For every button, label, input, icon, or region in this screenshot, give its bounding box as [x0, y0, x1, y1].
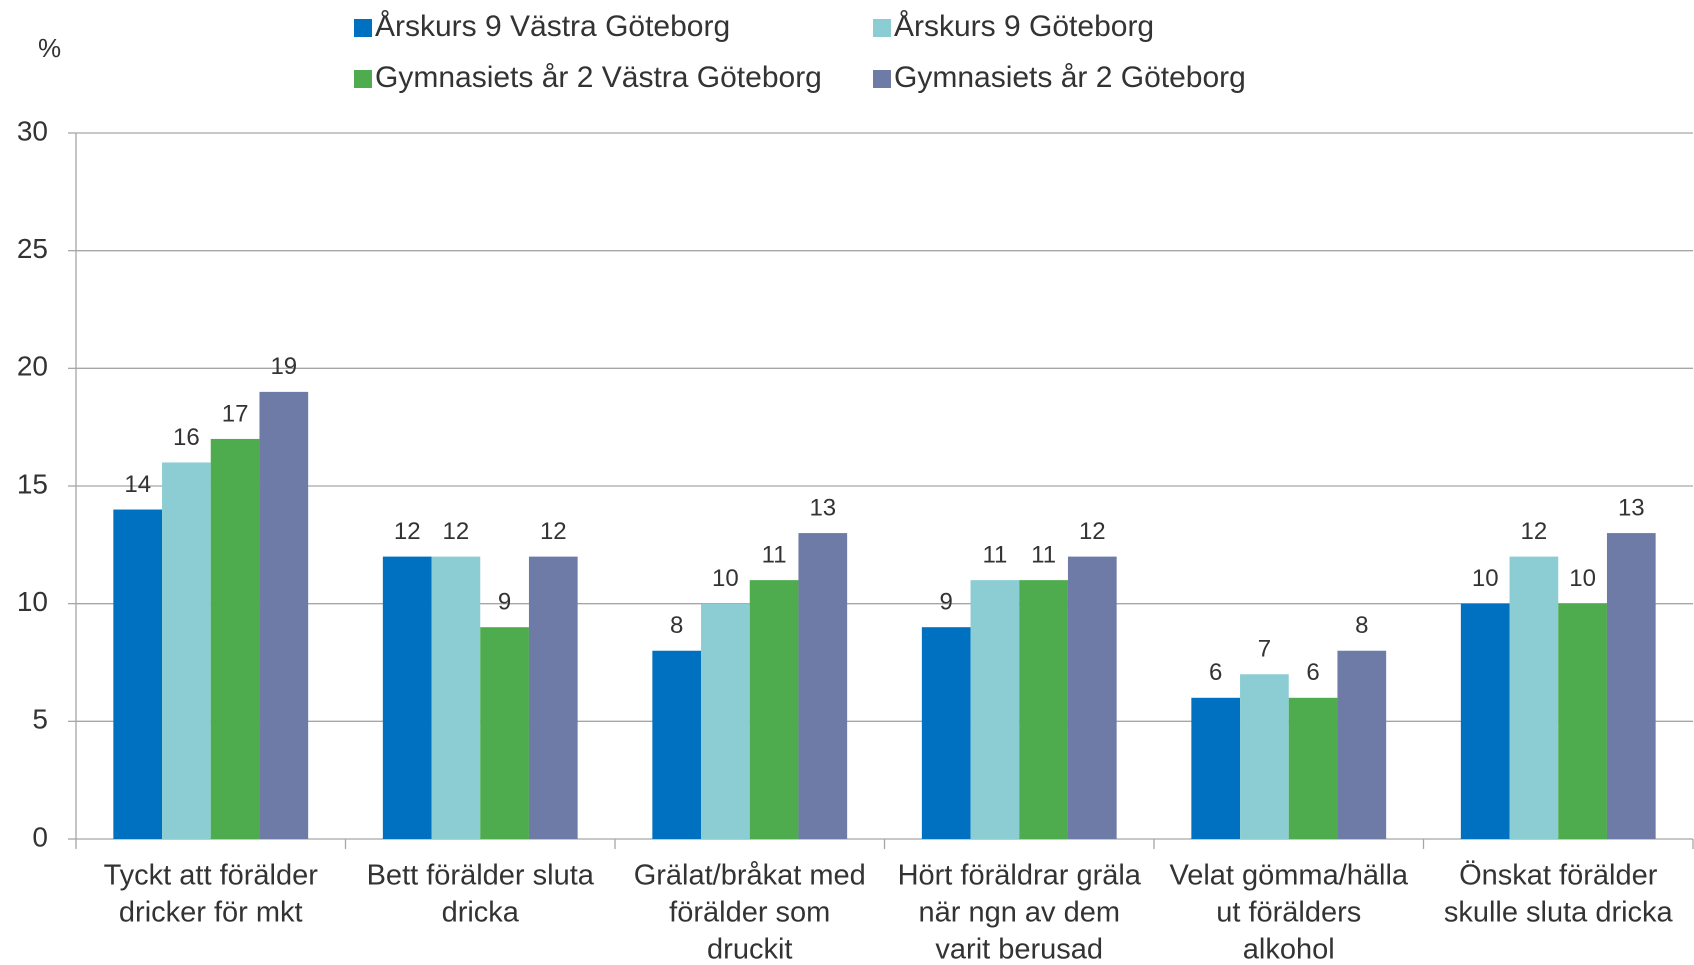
bar [1509, 556, 1559, 839]
legend-swatch [873, 70, 891, 88]
data-label: 14 [124, 471, 151, 498]
data-label: 8 [1355, 612, 1368, 639]
data-label: 9 [940, 589, 953, 616]
data-label: 6 [1306, 659, 1319, 686]
bar [652, 650, 702, 839]
data-label: 12 [394, 518, 421, 545]
legend-swatch [873, 19, 891, 37]
data-label: 11 [762, 541, 787, 568]
x-tick-label: Tyckt att förälder [104, 860, 319, 892]
bar [1240, 674, 1289, 839]
x-tick-label: varit berusad [935, 934, 1103, 965]
bar [749, 580, 799, 839]
bar [1606, 533, 1656, 839]
x-tick-label: Grälat/bråkat med [634, 860, 866, 892]
legend-label: Årskurs 9 Göteborg [894, 10, 1154, 43]
data-label: 12 [443, 518, 470, 545]
bar [1460, 603, 1510, 839]
legend-swatch [354, 19, 372, 37]
data-label: 9 [498, 589, 511, 616]
bar [1337, 650, 1387, 839]
y-tick-label: 30 [17, 115, 48, 146]
bar [431, 556, 481, 839]
data-label: 8 [670, 612, 683, 639]
y-axis-label: % [38, 33, 61, 63]
data-label: 10 [712, 565, 739, 592]
x-tick-label: ut förälders [1216, 897, 1361, 929]
x-tick-label: druckit [707, 934, 792, 965]
bar [1019, 580, 1068, 839]
data-label: 13 [809, 494, 836, 521]
legend-label: Gymnasiets år 2 Göteborg [894, 61, 1246, 94]
y-tick-label: 5 [32, 704, 48, 735]
data-label: 17 [222, 400, 249, 427]
data-label: 12 [1079, 518, 1106, 545]
bar [382, 556, 432, 839]
x-tick-label: Bett förälder sluta [367, 860, 595, 892]
bar [259, 391, 309, 839]
data-label: 7 [1258, 636, 1271, 663]
data-label: 16 [173, 424, 200, 451]
bar [113, 509, 163, 839]
bar [970, 580, 1020, 839]
bar [210, 438, 260, 839]
bar [701, 603, 750, 839]
x-tick-label: alkohol [1243, 934, 1335, 965]
y-tick-label: 15 [17, 468, 48, 499]
x-tick-label: förälder som [669, 897, 830, 929]
bar [1558, 603, 1607, 839]
y-tick-label: 10 [17, 586, 48, 617]
x-tick-label: dricker för mkt [119, 897, 303, 929]
data-label: 19 [270, 353, 297, 380]
data-label: 12 [540, 518, 567, 545]
bar [528, 556, 578, 839]
bar [1288, 697, 1338, 839]
x-tick-label: Hört föräldrar gräla [898, 860, 1142, 892]
data-label: 6 [1209, 659, 1222, 686]
data-label: 12 [1521, 518, 1548, 545]
data-label: 13 [1618, 494, 1645, 521]
data-label: 11 [982, 541, 1007, 568]
legend-swatch [354, 70, 372, 88]
x-tick-label: dricka [442, 897, 520, 929]
legend-label: Årskurs 9 Västra Göteborg [375, 10, 730, 43]
x-tick-label: när ngn av dem [918, 897, 1120, 929]
bar [798, 533, 848, 839]
legend-label: Gymnasiets år 2 Västra Göteborg [375, 61, 822, 94]
x-tick-label: Velat gömma/hälla [1169, 860, 1408, 892]
data-label: 10 [1472, 565, 1499, 592]
bar [921, 627, 971, 839]
x-tick-label: skulle sluta dricka [1444, 897, 1674, 929]
data-label: 10 [1569, 565, 1596, 592]
data-label: 11 [1031, 541, 1056, 568]
bar [162, 462, 211, 839]
y-tick-label: 25 [17, 233, 48, 264]
x-tick-label: Önskat förälder [1459, 860, 1658, 892]
bar [1191, 697, 1241, 839]
bar [1067, 556, 1117, 839]
y-tick-label: 0 [32, 821, 48, 852]
y-tick-label: 20 [17, 351, 48, 382]
bar [480, 627, 529, 839]
